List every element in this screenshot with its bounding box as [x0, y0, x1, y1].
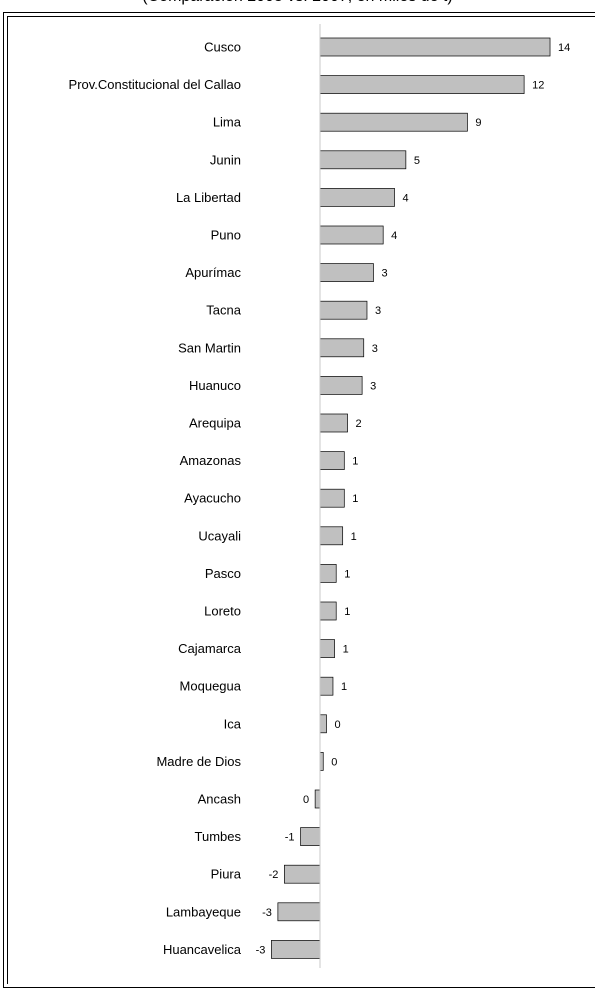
bar — [314, 789, 321, 809]
chart-title: (Comparación 2008 vs. 2007, en miles de … — [0, 0, 595, 8]
category-label: Cusco — [204, 40, 241, 55]
value-label: -3 — [262, 907, 272, 919]
category-label: Pasco — [205, 566, 241, 581]
bar — [319, 714, 327, 734]
value-label: 1 — [344, 606, 350, 618]
category-label: Amazonas — [180, 453, 242, 468]
bar — [319, 225, 384, 245]
bar — [319, 451, 345, 470]
category-label: Huancavelica — [163, 942, 242, 957]
category-label: Huanuco — [189, 378, 241, 393]
bar — [319, 639, 335, 658]
bar — [271, 940, 321, 959]
bar — [319, 338, 365, 358]
value-label: 1 — [344, 568, 350, 580]
category-label: Apurímac — [185, 265, 241, 280]
category-label: Ancash — [198, 792, 241, 807]
bar — [300, 827, 321, 846]
bar — [319, 75, 525, 94]
value-label: 3 — [372, 343, 378, 355]
category-label: Loreto — [204, 604, 241, 619]
value-label: 12 — [532, 80, 544, 92]
value-label: 0 — [334, 719, 340, 731]
bar — [277, 902, 321, 922]
bar — [319, 488, 345, 508]
category-label: Tumbes — [195, 829, 242, 844]
value-label: 3 — [370, 380, 376, 392]
value-label: 14 — [558, 42, 570, 54]
category-label: Piura — [211, 867, 242, 882]
value-label: 0 — [331, 756, 337, 768]
bar — [319, 300, 368, 320]
category-label: Junin — [210, 152, 241, 167]
category-label: La Libertad — [176, 190, 241, 205]
bars-layer — [271, 37, 551, 959]
category-label: Ucayali — [198, 528, 241, 543]
value-label: 9 — [475, 117, 481, 129]
category-label: Lambayeque — [166, 904, 241, 919]
bar — [284, 864, 321, 884]
category-label: San Martin — [178, 340, 241, 355]
category-label: Madre de Dios — [156, 754, 241, 769]
value-label: 3 — [375, 305, 381, 317]
value-label: 0 — [303, 794, 309, 806]
value-label: 1 — [352, 456, 358, 468]
chart-frame — [7, 16, 595, 984]
value-label: 5 — [414, 155, 420, 167]
bar — [319, 376, 363, 395]
value-label: -1 — [285, 832, 295, 844]
bar — [319, 263, 374, 282]
bar — [319, 150, 407, 170]
category-label: Moquegua — [180, 679, 242, 694]
value-label: 4 — [403, 192, 409, 204]
category-label: Puno — [211, 228, 241, 243]
bar — [319, 526, 344, 546]
category-labels-layer: Cusco Prov.Constitucional del Callao Lima J… — [69, 40, 242, 957]
value-label: 1 — [352, 493, 358, 505]
value-label: 1 — [341, 681, 347, 693]
category-label: Prov.Constitucional del Callao — [69, 77, 241, 92]
category-label: Ayacucho — [184, 491, 241, 506]
bar — [319, 112, 468, 132]
category-label: Ica — [224, 716, 242, 731]
bar — [319, 37, 551, 57]
category-label: Arequipa — [189, 416, 242, 431]
value-labels-layer: 14 12 9 5 4 4 3 3 3 3 2 1 1 1 1 1 1 1 0 0 0 -1 -2 -3 -3 — [256, 42, 571, 956]
value-label: -2 — [269, 869, 279, 881]
bar — [319, 413, 348, 433]
category-label: Tacna — [206, 303, 241, 318]
bar — [319, 676, 334, 696]
value-label: 3 — [381, 268, 387, 280]
value-label: -3 — [256, 944, 266, 956]
value-label: 1 — [351, 531, 357, 543]
value-label: 1 — [343, 644, 349, 656]
category-label: Lima — [213, 115, 242, 130]
category-label: Cajamarca — [178, 641, 242, 656]
bar — [319, 601, 337, 621]
bar — [319, 564, 337, 583]
bar — [319, 188, 395, 207]
value-label: 2 — [356, 418, 362, 430]
value-label: 4 — [391, 230, 397, 242]
